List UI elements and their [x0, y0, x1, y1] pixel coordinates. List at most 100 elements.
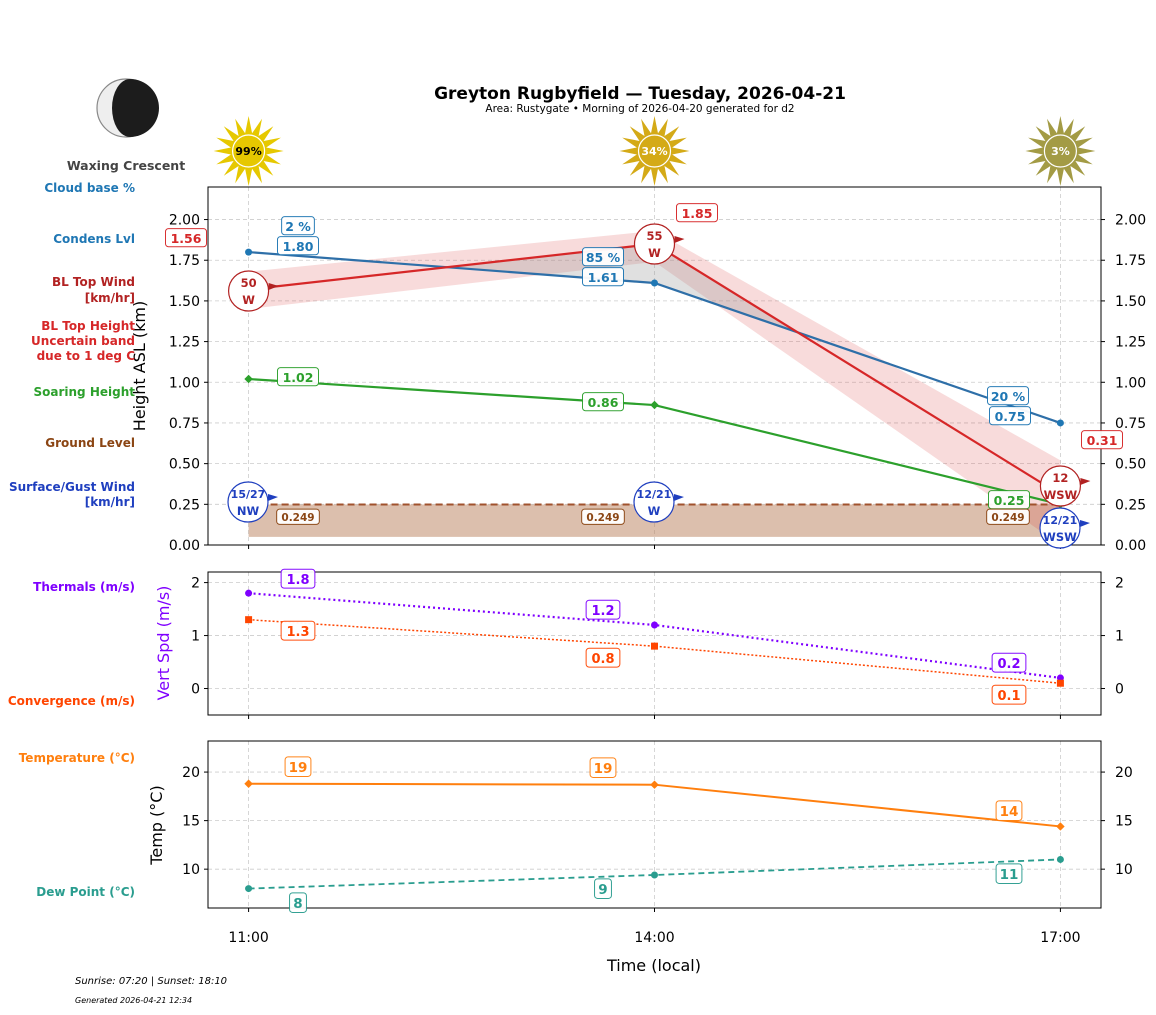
condens-level-point [651, 279, 658, 287]
condens-level-label-box [582, 267, 624, 287]
bl-top-label-text: 1.85 [682, 206, 713, 221]
soaring-label-box [582, 392, 624, 412]
soaring-label-text: 0.86 [588, 395, 619, 410]
x-tick-label: 14:00 [634, 930, 674, 946]
soaring-label: 1.02 [277, 367, 319, 387]
ground-level-label: 0.249 [986, 508, 1030, 525]
bl-top-wind-marker-circle [633, 223, 676, 265]
condens-level-label-text: 0.75 [995, 409, 1026, 424]
wind-arrow-icon [674, 236, 685, 243]
condens-level-label: 0.75 [989, 406, 1031, 426]
sun-icon: 99% [213, 116, 284, 186]
bl-top-label-text: 0.31 [1087, 433, 1118, 448]
side-label: Temperature (°C) [19, 751, 135, 765]
generated-timestamp: Generated 2026-04-21 12:34 [75, 996, 192, 1005]
bl-top-wind-marker-circle [227, 270, 270, 312]
surface-wind-marker-circle [633, 481, 675, 523]
bl-top-label-box [1081, 430, 1123, 450]
side-label: [km/hr] [85, 291, 135, 305]
wind-arrow-icon [268, 283, 279, 290]
bl-top-wind-marker-speed: 12 [1052, 471, 1068, 485]
y-tick-label: 0.75 [169, 416, 200, 432]
thermals-label: 1.8 [280, 568, 316, 589]
thermals-label-text: 0.2 [997, 657, 1020, 672]
condens-level-label: 1.80 [277, 236, 319, 256]
sun-percent-label: 34% [641, 145, 667, 158]
soaring-label-text: 0.25 [994, 493, 1025, 508]
convergence-point [651, 642, 658, 650]
temperature-point [650, 780, 659, 789]
y-tick-label: 2 [191, 576, 200, 592]
bl-top-label: 0.31 [1081, 430, 1123, 450]
y-tick-label: 0.00 [169, 538, 200, 554]
bl-top-wind-marker-direction: W [648, 246, 661, 260]
moon-icon [96, 78, 159, 138]
side-label: BL Top Wind [52, 275, 135, 289]
thermals-point [245, 589, 253, 597]
side-label: Surface/Gust Wind [9, 480, 135, 494]
ground-level-label: 0.249 [276, 508, 320, 525]
convergence-label-text: 1.3 [286, 625, 309, 640]
dew-point-label: 11 [995, 863, 1023, 884]
bl-top-label-box [165, 228, 207, 248]
ground-level-label-box [581, 508, 625, 525]
y-tick-label-right: 0.75 [1115, 416, 1146, 432]
convergence-label-box [280, 620, 316, 641]
y-axis-label-temp: Temp (°C) [147, 785, 166, 865]
soaring-label: 0.25 [988, 490, 1030, 510]
side-label: [km/hr] [85, 495, 135, 509]
y-tick-label: 1 [191, 629, 200, 645]
dew-point-line [248, 858, 1061, 890]
ground-level-label: 0.249 [581, 508, 625, 525]
dew-point-label: 9 [594, 878, 612, 899]
dew-point-point [1056, 855, 1064, 863]
condens-level-label-box [989, 406, 1031, 426]
y-tick-label-right: 2 [1115, 576, 1124, 592]
y-tick-label-right: 15 [1115, 814, 1133, 830]
bl-top-wind-marker-speed: 55 [646, 229, 662, 243]
thermals-point [1056, 674, 1064, 682]
y-axis-label-vert-speed: Vert Spd (m/s) [154, 586, 173, 701]
y-tick-label-right: 0.50 [1115, 457, 1146, 473]
temperature-label-box [284, 756, 312, 777]
dew-point-label-box [289, 892, 307, 913]
convergence-point [1056, 679, 1064, 687]
cloud-base-pct-label-box [582, 247, 624, 267]
y-tick-label-right: 20 [1115, 765, 1133, 781]
side-label: Dew Point (°C) [36, 885, 135, 899]
side-label: BL Top Height [41, 319, 135, 333]
y-tick-label: 1.25 [169, 335, 200, 351]
surface-wind-marker-direction: NW [237, 504, 260, 518]
surface-wind-marker: 12/21 WSW [1039, 507, 1090, 549]
x-tick-label: 17:00 [1040, 930, 1080, 946]
sun-icon: 34% [619, 116, 690, 186]
ground-level-label-text: 0.249 [586, 512, 619, 524]
y-tick-label: 20 [182, 765, 200, 781]
y-tick-label: 0 [191, 682, 200, 698]
sun-disc [231, 134, 266, 168]
bl-top-wind-marker-circle [1039, 465, 1082, 507]
bl-top-wind-marker: 12 WSW [1039, 465, 1091, 507]
y-tick-label: 1.75 [169, 253, 200, 269]
y-tick-label-right: 1.75 [1115, 253, 1146, 269]
surface-wind-marker-direction: WSW [1043, 530, 1077, 544]
dew-point-label-text: 11 [1000, 867, 1019, 883]
cloud-base-pct-label: 85 % [582, 247, 624, 267]
bl-top-label-box [676, 203, 718, 223]
y-tick-label-right: 1.50 [1115, 294, 1146, 310]
thermals-label-text: 1.8 [286, 573, 309, 588]
side-label: Cloud base % [44, 181, 135, 195]
convergence-label: 0.8 [585, 647, 621, 668]
bl-top-label-text: 1.56 [171, 231, 202, 246]
temperature-label: 14 [995, 800, 1023, 821]
bl-uncertainty-band [248, 230, 1061, 545]
y-tick-label: 0.50 [169, 457, 200, 473]
temperature-label: 19 [284, 756, 312, 777]
side-label: Thermals (m/s) [33, 580, 135, 594]
cloud-base-pct-label: 20 % [987, 386, 1029, 406]
convergence-label-text: 0.8 [591, 652, 614, 667]
thermals-point [651, 621, 658, 629]
soaring-label: 0.86 [582, 392, 624, 412]
soaring-point [244, 374, 253, 384]
side-label: Uncertain band [31, 334, 135, 348]
